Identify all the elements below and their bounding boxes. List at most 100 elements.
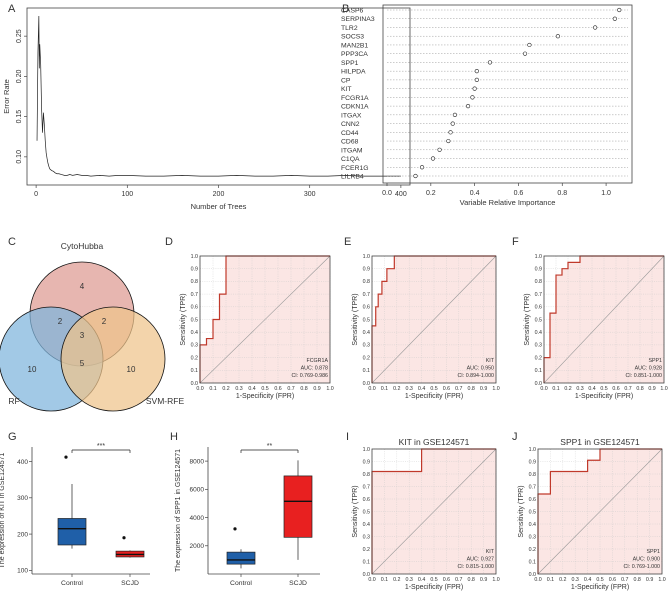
plot-frame-F	[543, 255, 665, 384]
x-tick-label-I: 0.2	[393, 577, 400, 583]
x-tick-label-F: 0.3	[576, 386, 583, 392]
y-tick-label-G: 200	[17, 531, 28, 538]
gene-label-B: CD68	[341, 139, 359, 146]
x-axis-label-E: 1-Specificity (FPR)	[405, 393, 463, 400]
y-tick-label-F: 1.0	[535, 254, 542, 260]
importance-dot	[487, 60, 493, 65]
x-tick-label-F: 0.6	[612, 386, 619, 392]
x-tick-label-F: 0.9	[648, 386, 655, 392]
box-G	[57, 518, 87, 546]
y-tick-label-J: 0.2	[529, 547, 536, 553]
plot-frame-E	[371, 255, 497, 384]
y-tick-label-I: 0.9	[363, 459, 370, 465]
x-tick-label-A: 200	[213, 191, 225, 198]
y-tick-label-E: 0.0	[363, 381, 370, 387]
y-axis-label-D: Sensitivity (TPR)	[180, 293, 187, 345]
y-tick-label-G: 100	[17, 568, 28, 575]
y-tick-label-D: 0.6	[191, 305, 198, 311]
x-tick-label-I: 0.1	[381, 577, 388, 583]
importance-dot	[472, 86, 477, 91]
roc-curve-F	[543, 255, 664, 383]
y-tick-label-D: 0.8	[191, 279, 198, 285]
y-tick-label-D: 0.1	[191, 368, 198, 374]
gene-label-B: SERPINA3	[341, 16, 375, 23]
y-tick-label-J: 0.9	[529, 459, 536, 465]
plot-frame-J	[537, 448, 663, 575]
panel-letter-D: D	[165, 236, 173, 248]
diagonal-D	[199, 255, 331, 384]
roc-annotation-J: CI: 0.769-1.000	[623, 564, 660, 570]
x-tick-label-D: 0.2	[222, 386, 229, 392]
panel-letter-G: G	[8, 431, 17, 443]
y-tick-label-E: 0.7	[363, 292, 370, 298]
venn-count-right_only: 10	[127, 365, 136, 374]
roc-curve-D	[199, 255, 330, 383]
y-tick-label-A: 0.15	[16, 110, 23, 124]
importance-dot	[450, 121, 455, 126]
panel-letter-B: B	[342, 3, 349, 15]
y-axis-label-E: Sensitivity (TPR)	[352, 293, 359, 345]
x-tick-label-I: 1.0	[492, 577, 499, 583]
roc-curve-E	[371, 255, 496, 383]
y-tick-label-D: 0.9	[191, 267, 198, 273]
outlier-H	[233, 527, 237, 531]
roc-annotation-J: SPP1	[646, 549, 660, 555]
gene-label-B: SPP1	[341, 60, 359, 67]
gene-label-B: TLR2	[341, 25, 358, 32]
x-tick-label-F: 0.1	[552, 386, 559, 392]
y-tick-label-E: 0.8	[363, 279, 370, 285]
roc-annotation-D: AUC: 0.878	[301, 366, 328, 372]
roc-annotation-I: AUC: 0.927	[467, 557, 494, 563]
y-tick-label-E: 0.3	[363, 343, 370, 349]
y-tick-label-I: 0.4	[363, 522, 370, 528]
y-tick-label-G: 400	[17, 459, 28, 466]
y-tick-label-I: 0.2	[363, 547, 370, 553]
x-tick-label-I: 0.9	[480, 577, 487, 583]
importance-dot	[612, 16, 617, 21]
y-axis-label-G: The expression of KIT in GSE124571	[0, 452, 6, 568]
roc-annotation-F: SPP1	[648, 358, 662, 364]
diagonal-I	[371, 448, 497, 575]
y-tick-label-F: 0.0	[535, 381, 542, 387]
venn-count-left_only: 10	[28, 365, 37, 374]
venn-count-top_right: 2	[102, 317, 107, 326]
x-tick-label-B: 0.6	[514, 190, 524, 197]
x-tick-label-J: 0.2	[559, 577, 566, 583]
y-tick-label-I: 0.8	[363, 472, 370, 478]
x-tick-label-I: 0.4	[418, 577, 425, 583]
y-tick-label-I: 0.3	[363, 534, 370, 540]
x-tick-label-A: 400	[395, 191, 407, 198]
panel-letter-J: J	[512, 431, 518, 443]
roc-annotation-J: AUC: 0.900	[633, 557, 660, 563]
y-tick-label-A: 0.20	[16, 69, 23, 83]
y-tick-label-G: 300	[17, 495, 28, 502]
y-tick-label-I: 0.1	[363, 559, 370, 565]
category-label-H: SCJD	[289, 580, 307, 587]
panel-letter-I: I	[346, 431, 349, 443]
y-tick-label-D: 0.3	[191, 343, 198, 349]
y-tick-label-J: 0.4	[529, 522, 536, 528]
x-tick-label-D: 0.8	[300, 386, 307, 392]
x-tick-label-D: 0.9	[313, 386, 320, 392]
y-tick-label-D: 0.7	[191, 292, 198, 298]
importance-dot	[593, 25, 598, 30]
category-label-H: Control	[230, 580, 252, 587]
y-tick-label-F: 0.5	[535, 317, 542, 323]
y-tick-label-D: 0.0	[191, 381, 198, 387]
roc-title-J: SPP1 in GSE124571	[560, 437, 640, 447]
x-tick-label-B: 1.0	[601, 190, 611, 197]
gene-label-B: CP	[341, 77, 351, 84]
y-axis-label-H: The expression of SPP1 in GSE124571	[175, 449, 182, 572]
venn-count-left_right: 5	[80, 359, 85, 368]
venn-count-top_left: 2	[58, 317, 63, 326]
x-tick-label-I: 0.7	[455, 577, 462, 583]
gene-label-B: ITGAM	[341, 147, 363, 154]
y-tick-label-D: 0.4	[191, 330, 198, 336]
category-label-G: Control	[61, 580, 83, 587]
y-tick-label-H: 4000	[190, 515, 205, 522]
importance-dot	[555, 34, 560, 39]
y-tick-label-J: 0.1	[529, 559, 536, 565]
x-tick-label-F: 1.0	[660, 386, 667, 392]
gene-label-B: LILRB4	[341, 174, 364, 181]
